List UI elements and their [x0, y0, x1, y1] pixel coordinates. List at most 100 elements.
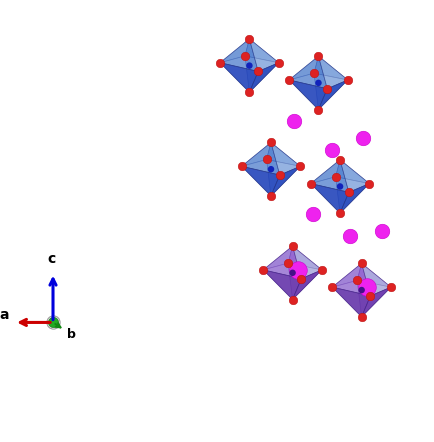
Polygon shape: [263, 263, 292, 300]
Polygon shape: [266, 160, 299, 196]
Polygon shape: [356, 280, 390, 317]
Polygon shape: [289, 73, 318, 110]
Point: [297, 275, 304, 282]
Polygon shape: [332, 263, 361, 287]
Polygon shape: [241, 142, 279, 175]
Point: [336, 183, 343, 190]
Point: [318, 267, 325, 274]
Polygon shape: [263, 246, 301, 278]
Polygon shape: [313, 73, 347, 110]
Polygon shape: [220, 39, 258, 72]
Point: [387, 284, 394, 291]
Point: [314, 80, 321, 87]
Point: [363, 284, 370, 291]
Point: [314, 53, 321, 60]
Point: [245, 62, 252, 69]
Polygon shape: [241, 160, 270, 196]
Point: [241, 52, 248, 59]
Polygon shape: [332, 280, 361, 317]
Polygon shape: [310, 160, 339, 183]
Polygon shape: [335, 160, 368, 183]
Point: [276, 171, 283, 179]
Polygon shape: [318, 56, 347, 89]
Point: [49, 319, 56, 326]
Point: [216, 59, 223, 66]
Point: [263, 156, 270, 163]
Point: [365, 180, 372, 187]
Polygon shape: [220, 39, 249, 63]
Point: [245, 35, 252, 42]
Point: [267, 192, 274, 199]
Point: [357, 260, 364, 267]
Polygon shape: [361, 287, 390, 317]
Point: [267, 166, 274, 173]
Point: [314, 106, 321, 113]
Polygon shape: [244, 56, 278, 92]
Polygon shape: [292, 246, 321, 278]
Polygon shape: [361, 263, 390, 296]
Polygon shape: [310, 177, 339, 213]
Point: [275, 59, 282, 66]
Polygon shape: [263, 270, 301, 300]
Point: [289, 269, 296, 276]
Point: [284, 259, 291, 267]
Point: [259, 267, 266, 274]
Polygon shape: [270, 142, 299, 175]
Polygon shape: [287, 263, 321, 300]
Point: [336, 156, 343, 163]
Polygon shape: [335, 177, 368, 213]
Polygon shape: [356, 263, 390, 287]
Point: [310, 70, 317, 77]
Point: [336, 210, 343, 217]
Polygon shape: [313, 56, 347, 80]
Point: [358, 135, 365, 142]
Text: a: a: [0, 308, 9, 322]
Point: [328, 147, 335, 154]
Point: [285, 76, 292, 84]
Point: [378, 228, 385, 235]
Polygon shape: [289, 56, 326, 89]
Polygon shape: [220, 63, 258, 92]
Polygon shape: [339, 183, 368, 213]
Polygon shape: [263, 246, 292, 270]
Point: [289, 243, 296, 250]
Point: [296, 163, 303, 170]
Point: [328, 284, 335, 291]
Polygon shape: [289, 56, 318, 80]
Point: [353, 277, 360, 284]
Point: [357, 313, 364, 320]
Point: [306, 180, 313, 187]
Point: [366, 292, 373, 299]
Point: [245, 89, 252, 96]
Text: b: b: [67, 328, 76, 341]
Polygon shape: [292, 270, 321, 300]
Point: [357, 286, 364, 293]
Point: [345, 189, 352, 196]
Polygon shape: [244, 39, 278, 63]
Point: [309, 210, 316, 217]
Polygon shape: [310, 160, 348, 192]
Polygon shape: [249, 39, 278, 72]
Text: c: c: [48, 252, 56, 266]
Point: [344, 76, 351, 84]
Polygon shape: [289, 80, 326, 110]
Polygon shape: [249, 63, 278, 92]
Polygon shape: [332, 287, 370, 317]
Polygon shape: [266, 142, 299, 166]
Polygon shape: [332, 263, 370, 296]
Point: [323, 85, 330, 92]
Polygon shape: [287, 246, 321, 270]
Polygon shape: [318, 80, 347, 110]
Point: [49, 319, 56, 326]
Point: [289, 117, 296, 124]
Point: [237, 163, 244, 170]
Point: [332, 173, 339, 180]
Polygon shape: [220, 56, 249, 92]
Polygon shape: [339, 160, 368, 192]
Point: [294, 267, 301, 274]
Polygon shape: [241, 166, 279, 196]
Polygon shape: [241, 142, 270, 166]
Polygon shape: [270, 166, 299, 196]
Point: [267, 139, 274, 146]
Point: [254, 68, 261, 75]
